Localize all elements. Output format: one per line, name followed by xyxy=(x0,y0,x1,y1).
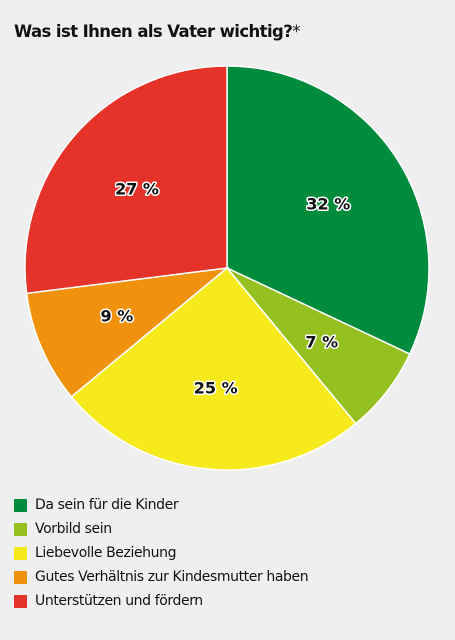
chart-title: Was ist Ihnen als Vater wichtig?* xyxy=(14,22,300,41)
legend-item-vorbild: Vorbild sein xyxy=(14,519,308,539)
legend-label: Liebevolle Beziehung xyxy=(35,545,177,561)
legend-swatch xyxy=(14,594,27,608)
legend-swatch xyxy=(14,498,27,512)
legend-label: Da sein für die Kinder xyxy=(35,497,179,513)
legend-label: Unterstützen und fördern xyxy=(35,593,203,609)
pie-slice-5 xyxy=(24,65,228,295)
slice-label-3: 25 % xyxy=(194,379,238,398)
legend-item-da-sein: Da sein für die Kinder xyxy=(14,495,308,515)
slice-label-4: 9 % xyxy=(101,307,134,326)
footnote-mark: * xyxy=(292,22,300,41)
slice-label-5: 27 % xyxy=(115,180,159,199)
legend-item-beziehung: Liebevolle Beziehung xyxy=(14,543,308,563)
legend-label: Vorbild sein xyxy=(35,521,112,537)
legend-label: Gutes Verhältnis zur Kindesmutter haben xyxy=(35,569,309,585)
slice-label-1: 32 % xyxy=(306,195,350,214)
pie-slice-3 xyxy=(70,266,357,471)
pie-slice-4 xyxy=(25,266,230,398)
legend: Da sein für die Kinder Vorbild sein Lieb… xyxy=(14,495,309,615)
legend-swatch xyxy=(14,546,27,560)
pie-slice-1 xyxy=(226,65,430,356)
legend-item-foerdern: Unterstützen und fördern xyxy=(14,591,308,611)
legend-item-verhaeltnis: Gutes Verhältnis zur Kindesmutter haben xyxy=(14,567,309,587)
legend-swatch xyxy=(14,570,27,584)
chart-title-text: Was ist Ihnen als Vater wichtig? xyxy=(14,22,293,41)
legend-swatch xyxy=(14,522,27,536)
pie-chart: 32 % 7 % 25 % 9 % 27 % xyxy=(24,65,430,471)
slice-label-2: 7 % xyxy=(305,333,338,352)
